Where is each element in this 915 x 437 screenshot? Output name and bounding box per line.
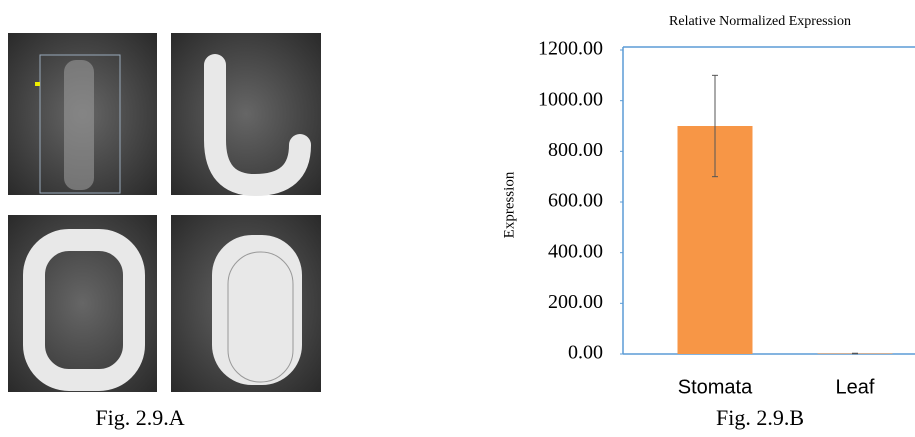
- y-tick-label: 1000.00: [538, 88, 603, 110]
- y-axis-label: Expression: [501, 171, 517, 238]
- caption: Fig. 2.9.B: [716, 405, 804, 430]
- y-tick-label: 1200.00: [538, 38, 603, 60]
- y-tick-label: 600.00: [548, 190, 603, 212]
- y-tick-label: 0.00: [568, 342, 603, 364]
- marker: [35, 82, 40, 86]
- figure: Fig. 2.9.A Fig. 2.9.B Relative Normalize…: [0, 0, 915, 437]
- x-tick-label: Leaf: [836, 376, 875, 398]
- specimen: [212, 235, 302, 385]
- caption: Fig. 2.9.A: [95, 405, 184, 430]
- y-tick-label: 400.00: [548, 240, 603, 262]
- chart-title: Relative Normalized Expression: [669, 14, 851, 29]
- specimen: [64, 60, 94, 190]
- y-tick-label: 800.00: [548, 139, 603, 161]
- photo-panels: [8, 33, 321, 392]
- y-tick-label: 200.00: [548, 291, 603, 313]
- x-tick-label: Stomata: [678, 376, 753, 398]
